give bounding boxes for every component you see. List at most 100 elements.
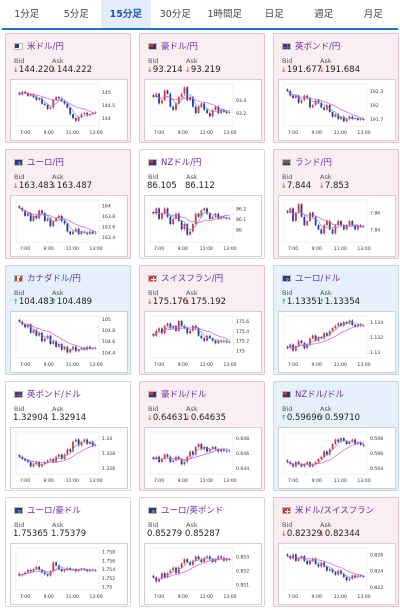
rate-card[interactable]: カナダドル/円 Bid Ask ↑104.483 ↑104.489 105 104.8 104… bbox=[5, 265, 131, 375]
candlestick-chart[interactable]: 145 144.5 144 7:00 9:00 11:00 13:00 bbox=[10, 79, 128, 141]
pair-name[interactable]: 豪ドル/円 bbox=[161, 42, 198, 52]
card-title[interactable]: ユーロ/豪ドル bbox=[14, 503, 81, 517]
candle-body bbox=[55, 341, 57, 347]
candlestick-chart[interactable]: 105 104.8 104.6 104.4 7:00 9:00 11:00 13:00 bbox=[10, 311, 128, 373]
candlestick-chart[interactable]: 192.3 192 191.7 7:00 9:00 11:00 13:00 bbox=[278, 79, 396, 141]
pair-name[interactable]: ユーロ/ドル bbox=[295, 274, 341, 284]
rate-card[interactable]: 英ポンド/ドル Bid Ask 1.32904 1.32914 1.33 1.328 1.32… bbox=[5, 381, 131, 491]
tab-monthly[interactable]: 月足 bbox=[363, 9, 383, 20]
x-tick-label: 7:00 bbox=[288, 478, 298, 484]
pair-name[interactable]: ランド/円 bbox=[295, 158, 332, 168]
tab-1min[interactable]: 1分足 bbox=[14, 9, 40, 20]
pair-name[interactable]: NZドル/円 bbox=[161, 158, 202, 168]
candle-body bbox=[186, 224, 189, 235]
card-title[interactable]: 英ポンド/ドル bbox=[14, 387, 81, 401]
y-tick-label: 86.2 bbox=[236, 206, 246, 212]
candle-body bbox=[320, 229, 323, 234]
candlestick-chart[interactable]: 164 163.8 163.6 163.4 7:00 9:00 11:00 13:00 bbox=[10, 195, 128, 257]
pair-name[interactable]: 英ポンド/円 bbox=[295, 42, 341, 52]
x-tick-label: 9:00 bbox=[178, 246, 188, 252]
rate-card[interactable]: NZドル/円 Bid Ask 86.105 86.112 86.2 86.1 86 7:00 9:… bbox=[139, 149, 265, 259]
candle-body bbox=[286, 210, 289, 213]
pair-name[interactable]: スイスフラン/円 bbox=[161, 274, 224, 284]
candle-body bbox=[89, 114, 91, 116]
candle-body bbox=[294, 95, 297, 98]
pair-name[interactable]: 米ドル/円 bbox=[27, 42, 64, 52]
candlestick-chart[interactable]: 175.6 175.4 175.2 175 7:00 9:00 11:00 13:00 bbox=[144, 311, 262, 373]
candle-body bbox=[166, 208, 169, 217]
candlestick-chart[interactable]: 1.33 1.328 1.326 7:00 9:00 11:00 13:00 bbox=[10, 427, 128, 489]
candle-body bbox=[217, 106, 220, 114]
card-title[interactable]: 豪ドル/円 bbox=[148, 39, 198, 53]
rate-card[interactable]: 豪ドル/円 Bid Ask ↓93.214 ↓93.219 93.4 93.2 7:00 9:0… bbox=[139, 33, 265, 143]
pair-name[interactable]: ユーロ/豪ドル bbox=[27, 506, 81, 516]
pair-name[interactable]: ユーロ/英ポンド bbox=[161, 506, 224, 516]
pair-name[interactable]: NZドル/ドル bbox=[295, 390, 345, 400]
x-tick-label: 9:00 bbox=[44, 362, 54, 368]
x-tick-label: 13:00 bbox=[357, 594, 370, 600]
candle-body bbox=[89, 441, 91, 444]
candlestick-chart[interactable]: 86.2 86.1 86 7:00 9:00 11:00 13:00 bbox=[144, 195, 262, 257]
candle-body bbox=[186, 87, 189, 101]
pair-name[interactable]: ユーロ/円 bbox=[27, 158, 64, 168]
candlestick-chart[interactable]: 1.134 1.132 1.13 7:00 9:00 11:00 13:00 bbox=[278, 311, 396, 373]
candlestick-chart[interactable]: 0.853 0.852 0.851 7:00 9:00 11:00 13:00 bbox=[144, 543, 262, 605]
tab-30min[interactable]: 30分足 bbox=[159, 9, 191, 20]
candlestick-chart[interactable]: 0.826 0.824 0.822 7:00 9:00 11:00 13:00 bbox=[278, 543, 396, 605]
candle-body bbox=[340, 221, 342, 226]
rate-card[interactable]: ユーロ/豪ドル Bid Ask 1.75365 1.75379 1.758 1.756 1.7… bbox=[5, 497, 131, 607]
rate-card[interactable]: 米ドル/スイスフラン Bid Ask ↓0.82329 ↓0.82344 0.826 0.8… bbox=[273, 497, 399, 607]
tab-5min[interactable]: 5分足 bbox=[63, 9, 89, 20]
card-title[interactable]: NZドル/ドル bbox=[282, 387, 344, 401]
candle-body bbox=[49, 218, 52, 227]
pair-name[interactable]: 豪ドル/ドル bbox=[161, 390, 207, 400]
rate-card[interactable]: ユーロ/円 Bid Ask ↓163.483 ↓163.487 164 163.8 163.6… bbox=[5, 149, 131, 259]
candle-body bbox=[35, 462, 38, 465]
x-tick-label: 13:00 bbox=[223, 362, 236, 368]
card-title[interactable]: ユーロ/円 bbox=[14, 155, 64, 169]
card-title[interactable]: 米ドル/円 bbox=[14, 39, 64, 53]
y-tick-label: 0.598 bbox=[370, 436, 383, 442]
candle-body bbox=[38, 332, 41, 336]
candle-body bbox=[214, 106, 217, 110]
y-tick-label: 93.2 bbox=[236, 111, 246, 117]
candlestick-chart[interactable]: 0.598 0.596 0.594 7:00 9:00 11:00 13:00 bbox=[278, 427, 396, 489]
rate-card[interactable]: 豪ドル/ドル Bid Ask ↓0.64631 ↓0.64635 0.648 0.646 0.… bbox=[139, 381, 265, 491]
card-title[interactable]: ユーロ/英ポンド bbox=[148, 503, 223, 517]
candle-body bbox=[362, 325, 365, 327]
rate-card[interactable]: スイスフラン/円 Bid Ask ↓175.176 ↓175.192 175.6 175.4… bbox=[139, 265, 265, 375]
card-title[interactable]: ランド/円 bbox=[282, 155, 332, 169]
rate-card[interactable]: ユーロ/英ポンド Bid Ask 0.85279 0.85287 0.853 0.852 0.… bbox=[139, 497, 265, 607]
card-title[interactable]: NZドル/円 bbox=[148, 155, 202, 169]
candlestick-chart[interactable]: 93.4 93.2 7:00 9:00 11:00 13:00 bbox=[144, 79, 262, 141]
rate-card[interactable]: 英ポンド/円 Bid Ask ↓191.677 ↓191.684 192.3 192 191.… bbox=[273, 33, 399, 143]
trend-arrow-icon: ↑ bbox=[13, 298, 19, 306]
card-title[interactable]: ユーロ/ドル bbox=[282, 271, 340, 285]
rate-card[interactable]: NZドル/ドル Bid Ask ↑0.59696 ↑0.59710 0.598 0.596 0… bbox=[273, 381, 399, 491]
x-tick-label: 7:00 bbox=[288, 362, 298, 368]
rate-card[interactable]: ランド/円 Bid Ask ↓7.844 ↓7.853 7.86 7.84 7:00 9:00 1… bbox=[273, 149, 399, 259]
ma-long-line bbox=[153, 210, 230, 223]
tab-15min[interactable]: 15分足 bbox=[101, 0, 151, 28]
candlestick-chart[interactable]: 0.648 0.646 0.644 7:00 9:00 11:00 13:00 bbox=[144, 427, 262, 489]
tab-daily[interactable]: 日足 bbox=[264, 9, 284, 20]
candlestick-chart[interactable]: 7.86 7.84 7:00 9:00 11:00 13:00 bbox=[278, 195, 396, 257]
ask-value: 86.112 bbox=[185, 181, 215, 191]
candle-body bbox=[38, 566, 41, 570]
card-title[interactable]: 米ドル/スイスフラン bbox=[282, 503, 374, 517]
rate-card[interactable]: ユーロ/ドル Bid Ask ↑1.13351 ↑1.13354 1.134 1.132 1.… bbox=[273, 265, 399, 375]
candle-body bbox=[345, 322, 348, 324]
candlestick-chart[interactable]: 1.758 1.756 1.754 1.752 1.75 7:00 9:00 11:00 13:… bbox=[10, 543, 128, 605]
pair-name[interactable]: カナダドル/円 bbox=[27, 274, 81, 284]
x-tick-label: 11:00 bbox=[334, 246, 347, 252]
rate-card[interactable]: 米ドル/円 Bid Ask ↓144.220 ↓144.222 145 144.5 144 7:… bbox=[5, 33, 131, 143]
card-title[interactable]: カナダドル/円 bbox=[14, 271, 81, 285]
pair-name[interactable]: 米ドル/スイスフラン bbox=[295, 506, 375, 516]
tab-weekly[interactable]: 週足 bbox=[314, 9, 334, 20]
card-title[interactable]: スイスフラン/円 bbox=[148, 271, 223, 285]
card-title[interactable]: 英ポンド/円 bbox=[282, 39, 340, 53]
pair-name[interactable]: 英ポンド/ドル bbox=[27, 390, 81, 400]
y-tick-label: 145 bbox=[102, 90, 111, 96]
card-title[interactable]: 豪ドル/ドル bbox=[148, 387, 206, 401]
tab-1hour[interactable]: 1時間足 bbox=[207, 9, 243, 20]
